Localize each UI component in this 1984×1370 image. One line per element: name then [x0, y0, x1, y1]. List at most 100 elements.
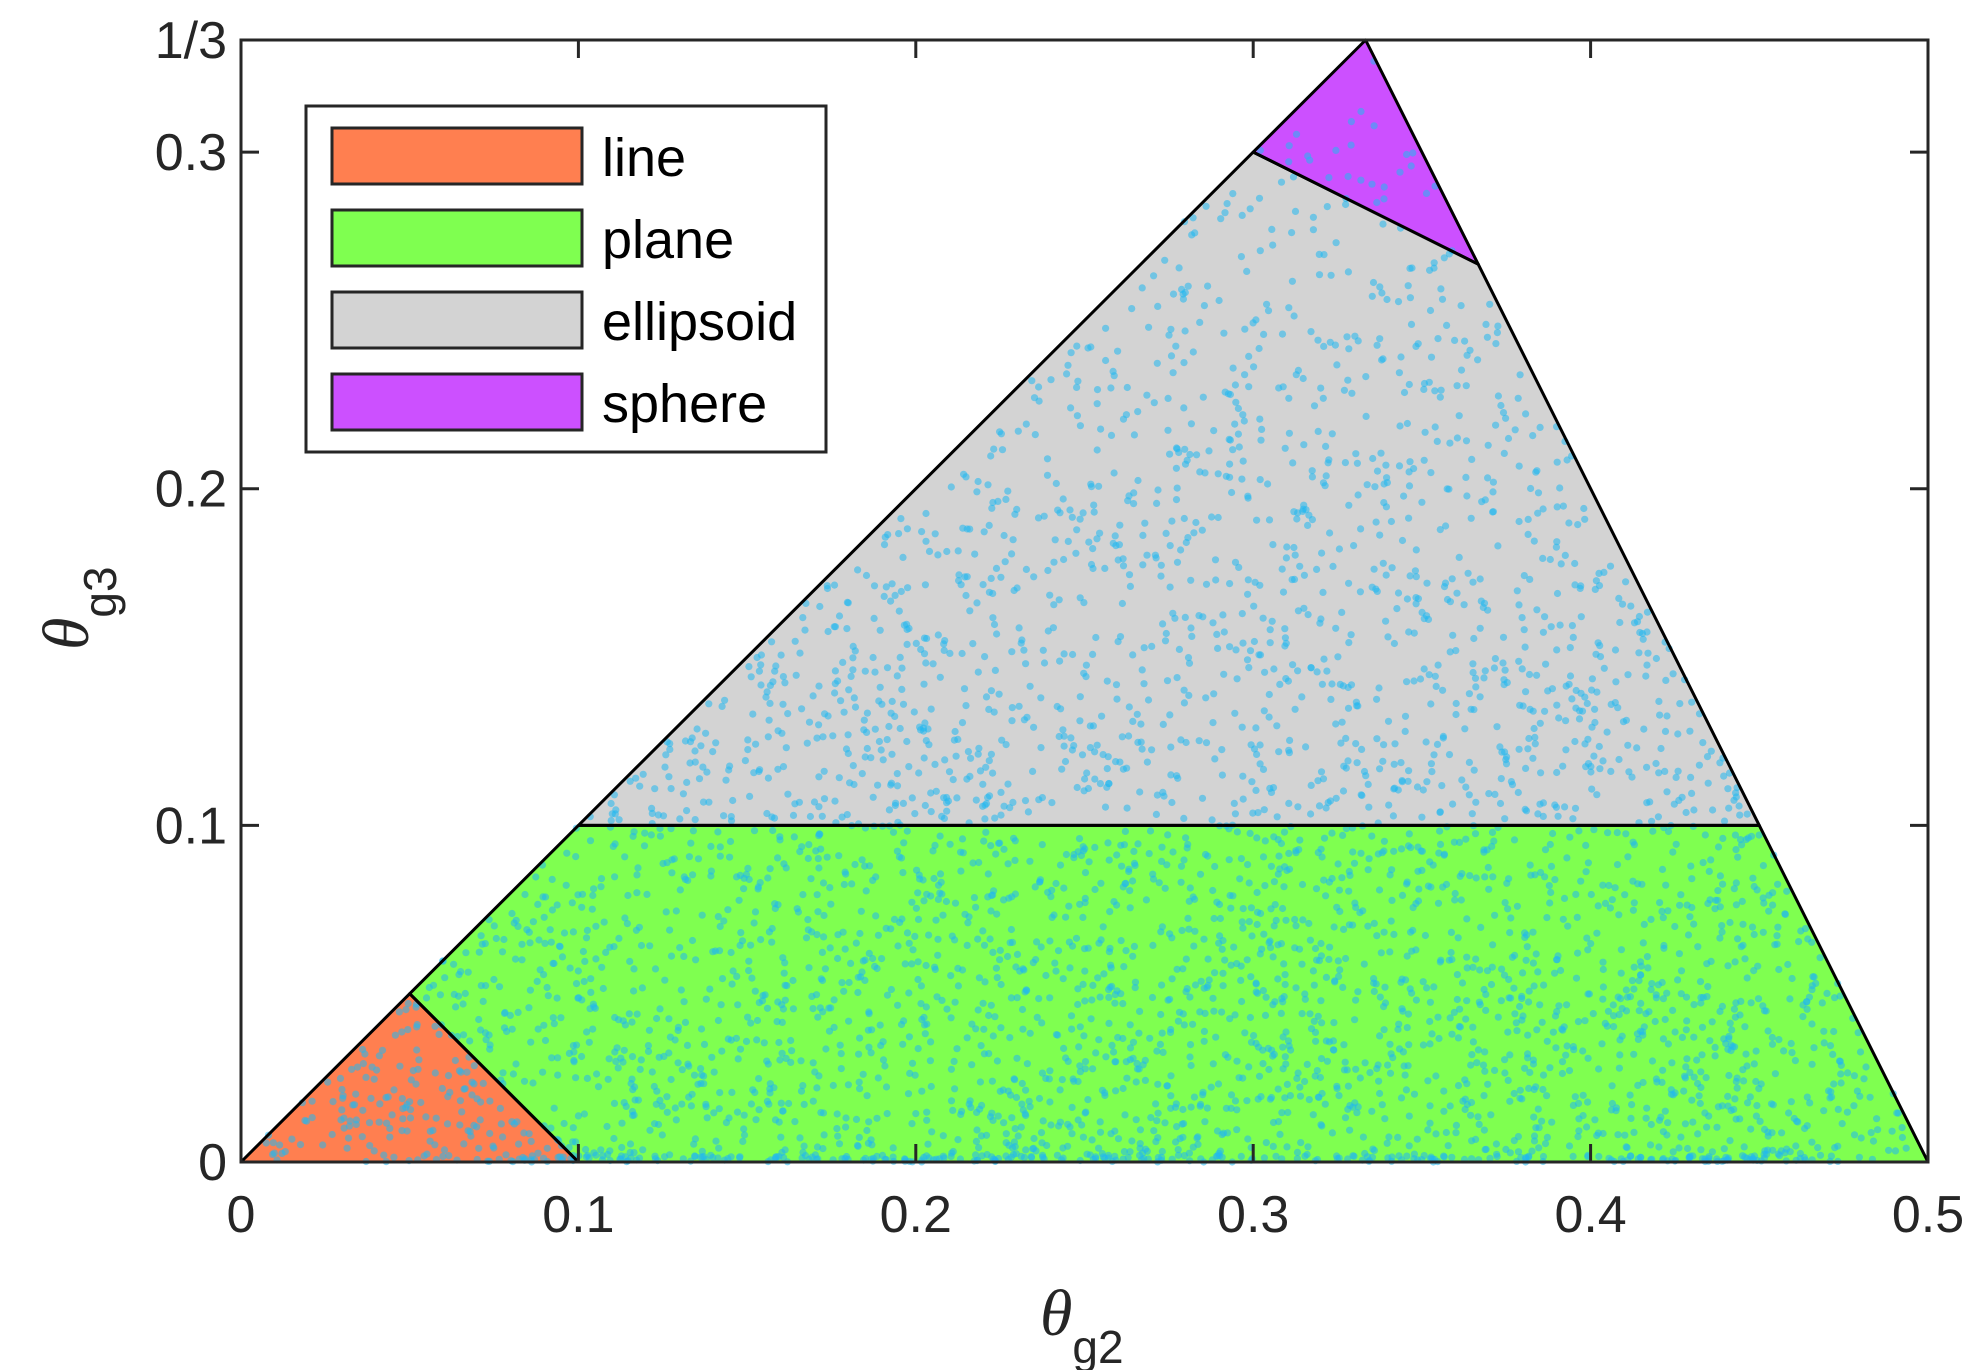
- scatter-point: [1463, 997, 1471, 1005]
- scatter-point: [457, 968, 465, 976]
- scatter-point: [739, 1137, 747, 1145]
- scatter-point: [1239, 639, 1247, 647]
- scatter-point: [1152, 1100, 1160, 1108]
- scatter-point: [375, 1052, 383, 1060]
- scatter-point: [860, 716, 868, 724]
- scatter-point: [1354, 491, 1362, 499]
- scatter-point: [1548, 685, 1556, 693]
- scatter-point: [897, 587, 905, 596]
- scatter-point: [908, 960, 916, 968]
- scatter-point: [1456, 1005, 1464, 1013]
- scatter-point: [1476, 966, 1484, 974]
- scatter-point: [1808, 1138, 1816, 1146]
- scatter-point: [1663, 788, 1671, 796]
- scatter-point: [1587, 890, 1595, 899]
- scatter-point: [996, 956, 1004, 964]
- scatter-point: [1265, 690, 1273, 699]
- scatter-point: [1154, 1109, 1162, 1117]
- scatter-point: [689, 871, 697, 879]
- scatter-point: [1038, 1139, 1046, 1147]
- scatter-point: [1079, 1133, 1087, 1141]
- scatter-point: [914, 958, 922, 966]
- scatter-point: [633, 1010, 641, 1018]
- scatter-point: [814, 908, 822, 916]
- scatter-point: [1110, 1048, 1118, 1056]
- scatter-point: [1429, 861, 1437, 869]
- scatter-point: [1167, 352, 1176, 360]
- scatter-point: [1073, 342, 1081, 350]
- scatter-point: [1791, 1057, 1799, 1065]
- scatter-point: [1643, 628, 1651, 636]
- scatter-point: [574, 1112, 583, 1120]
- scatter-point: [1215, 1149, 1223, 1157]
- scatter-point: [1260, 806, 1268, 814]
- scatter-point: [1291, 705, 1299, 713]
- scatter-point: [691, 1152, 699, 1160]
- scatter-point: [308, 1097, 316, 1105]
- scatter-point: [724, 906, 732, 914]
- scatter-point: [470, 1062, 478, 1070]
- scatter-point: [1657, 1113, 1665, 1121]
- scatter-point: [851, 703, 860, 711]
- scatter-point: [1541, 613, 1549, 621]
- scatter-point: [1190, 1093, 1198, 1101]
- scatter-point: [1215, 296, 1223, 305]
- scatter-point: [665, 1015, 673, 1023]
- scatter-point: [1120, 963, 1128, 971]
- scatter-point: [865, 1043, 873, 1051]
- scatter-point: [1534, 968, 1542, 976]
- scatter-point: [972, 1137, 981, 1145]
- scatter-point: [489, 1142, 497, 1150]
- scatter-point: [1169, 848, 1177, 856]
- scatter-point: [636, 1065, 644, 1073]
- scatter-point: [1292, 849, 1300, 857]
- scatter-point: [1571, 581, 1579, 589]
- scatter-point: [1243, 1097, 1251, 1105]
- scatter-point: [1175, 645, 1183, 654]
- scatter-point: [705, 700, 713, 708]
- scatter-point: [1281, 980, 1289, 989]
- scatter-point: [1153, 1117, 1161, 1125]
- scatter-point: [1571, 559, 1579, 568]
- scatter-point: [987, 452, 995, 460]
- scatter-point: [911, 810, 919, 818]
- scatter-point: [1659, 1035, 1667, 1043]
- scatter-point: [796, 649, 804, 657]
- scatter-point: [960, 685, 969, 693]
- scatter-point: [1045, 1075, 1053, 1083]
- scatter-point: [1461, 725, 1469, 733]
- scatter-point: [1225, 825, 1233, 833]
- scatter-point: [921, 581, 930, 589]
- scatter-point: [1494, 542, 1502, 550]
- scatter-point: [1054, 947, 1063, 955]
- scatter-point: [1403, 419, 1411, 428]
- scatter-point: [927, 808, 935, 816]
- scatter-point: [656, 832, 665, 840]
- scatter-point: [1636, 628, 1644, 637]
- scatter-point: [845, 978, 853, 987]
- scatter-point: [1080, 787, 1088, 795]
- scatter-point: [1101, 803, 1110, 811]
- scatter-point: [1130, 500, 1138, 508]
- scatter-point: [1353, 459, 1361, 467]
- scatter-point: [603, 1122, 611, 1131]
- scatter-point: [747, 941, 755, 949]
- scatter-point: [681, 1018, 690, 1026]
- scatter-point: [1038, 1019, 1046, 1027]
- scatter-point: [1261, 668, 1269, 676]
- scatter-point: [1468, 455, 1476, 463]
- scatter-point: [1458, 870, 1466, 878]
- scatter-point: [1485, 790, 1493, 798]
- scatter-point: [1226, 473, 1234, 481]
- scatter-point: [1218, 1008, 1226, 1016]
- scatter-point: [734, 1055, 742, 1063]
- scatter-point: [1448, 1030, 1456, 1038]
- scatter-point: [593, 1070, 601, 1078]
- scatter-point: [1096, 993, 1104, 1001]
- scatter-point: [1663, 989, 1671, 997]
- scatter-point: [1281, 642, 1289, 650]
- scatter-point: [1013, 950, 1022, 959]
- scatter-point: [1579, 1091, 1587, 1099]
- scatter-point: [725, 766, 733, 774]
- scatter-point: [477, 1026, 485, 1034]
